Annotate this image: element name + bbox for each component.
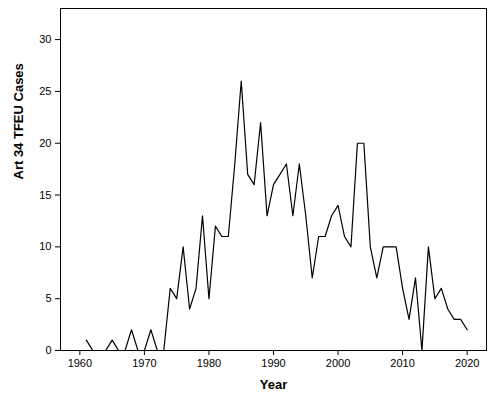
svg-text:2000: 2000 — [326, 357, 350, 369]
svg-text:10: 10 — [39, 240, 51, 252]
svg-text:2020: 2020 — [455, 357, 479, 369]
svg-text:25: 25 — [39, 85, 51, 97]
svg-text:1960: 1960 — [68, 357, 92, 369]
svg-text:Year: Year — [260, 377, 287, 392]
svg-text:0: 0 — [45, 344, 51, 356]
svg-text:30: 30 — [39, 33, 51, 45]
svg-text:5: 5 — [45, 292, 51, 304]
svg-text:2010: 2010 — [390, 357, 414, 369]
svg-text:1990: 1990 — [261, 357, 285, 369]
svg-text:1980: 1980 — [197, 357, 221, 369]
svg-text:Art 34 TFEU Cases: Art 34 TFEU Cases — [11, 63, 26, 179]
svg-text:15: 15 — [39, 189, 51, 201]
svg-text:1970: 1970 — [132, 357, 156, 369]
svg-text:20: 20 — [39, 137, 51, 149]
